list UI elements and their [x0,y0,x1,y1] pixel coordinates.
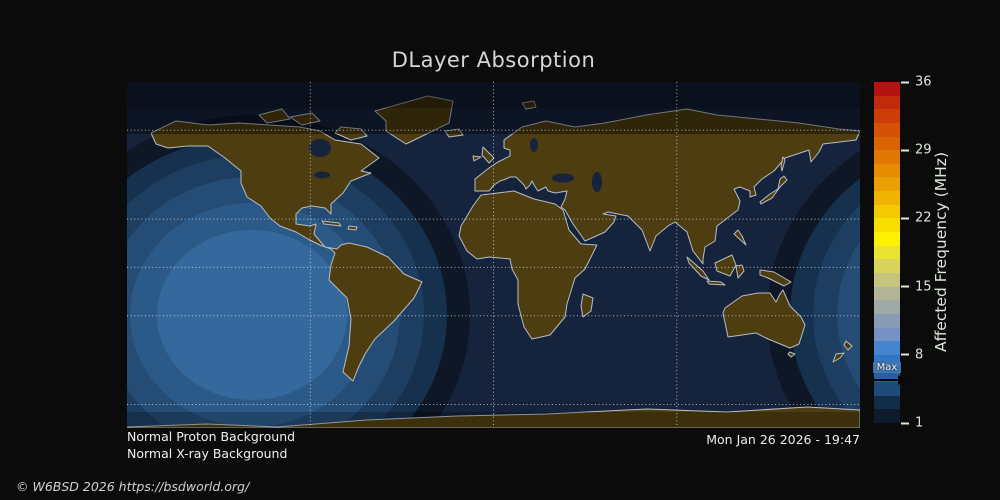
proton-background-status: Normal Proton Background [127,429,296,444]
colorbar-tick: 36 [901,75,932,90]
colorbar-axis-label: Affected Frequency (MHz) [932,152,950,352]
colorbar-step [874,395,900,410]
colorbar-tick: 29 [901,143,932,158]
colorbar-tick: 1 [901,416,923,431]
tick-label: 8 [915,347,924,363]
continent-africa [458,190,598,340]
max-frequency-marker: Max [873,362,906,385]
colorbar-step [874,259,900,273]
island-philippines [733,229,747,246]
island-nz-south [832,352,845,363]
world-map [127,82,860,428]
tick-label: 1 [915,415,924,431]
colorbar-step [874,191,900,205]
continent-eurasia [474,108,860,265]
island-tasmania [787,351,796,358]
colorbar-step [874,232,900,246]
inland-seas [309,138,602,192]
continent-greenland [374,95,454,145]
arrow-line [874,379,900,381]
colorbar-step [874,136,900,151]
colorbar-step [874,245,900,260]
caspian-sea [592,172,602,192]
island-japan [759,175,788,205]
island-ireland [472,155,482,162]
tick-mark [901,81,909,83]
colorbar-step [874,150,900,164]
colorbar-step [874,218,900,233]
island-iceland [444,128,464,138]
tick-label: 22 [915,210,932,226]
colorbar-step [874,163,900,178]
absorption-ring-wrap-4 [813,205,860,425]
continent-australia [722,289,806,349]
colorbar-step [874,327,900,342]
island-nz-north [843,340,853,351]
tick-label: 29 [915,142,932,158]
tick-mark [901,353,909,356]
world-map-svg [127,82,860,428]
colorbar-step [874,95,900,110]
island-sulawesi [735,264,745,279]
page-title: DLayer Absorption [391,48,596,72]
island-britain [481,146,495,164]
background-status: Normal Proton Background Normal X-ray Ba… [127,428,295,462]
colorbar-step [874,382,900,396]
colorbar-step [874,313,900,328]
graticule [127,82,860,428]
copyright-notice: © W6BSD 2026 https://bsdworld.org/ [16,479,250,494]
max-marker-label: Max [873,362,901,373]
island-sumatra [686,256,710,281]
tick-mark [901,422,909,424]
absorption-ring-1 [157,230,347,400]
arrow-head-icon [898,375,906,385]
antarctic-shade [127,412,860,428]
max-marker-arrow [873,375,906,385]
xray-background-status: Normal X-ray Background [127,446,288,461]
colorbar-step [874,286,900,301]
colorbar-tick: 15 [901,279,932,294]
arctic-island-1 [289,112,321,126]
island-svalbard [521,100,537,110]
hudson-bay [309,139,331,157]
continents [127,95,860,428]
colorbar-step [874,300,900,314]
colorbar-step [874,341,900,355]
island-new-guinea [759,269,792,287]
colorbar-step [874,122,900,137]
tick-mark [901,285,909,288]
colorbar-ticks: 36 29 22 15 8 1 [901,75,961,431]
island-cuba [321,220,342,227]
great-lakes [314,171,330,179]
colorbar-tick: 8 [901,347,923,362]
island-java [706,280,726,286]
tick-label: 36 [915,74,932,90]
tick-label: 15 [915,279,932,295]
island-madagascar [580,293,594,318]
tick-mark [901,217,909,220]
colorbar-tick: 22 [901,211,932,226]
island-sakhalin [780,156,786,172]
colorbar-step [874,109,900,123]
absorption-contours-wrap [767,151,860,428]
colorbar-step [874,82,900,96]
map-timestamp: Mon Jan 26 2026 - 19:47 [706,432,860,447]
baltic-sea [530,138,538,152]
tick-mark [901,149,909,152]
colorbar-step [874,272,900,287]
colorbar-step [874,204,900,219]
colorbar-step [874,409,900,424]
black-sea [552,173,574,183]
island-borneo [714,254,737,277]
colorbar-step [874,177,900,192]
island-hispaniola [347,225,358,231]
absorption-ring-wrap-3 [837,241,860,389]
arctic-island-2 [258,108,291,124]
absorption-contours [127,115,470,428]
colorbar-gradient [874,82,900,424]
